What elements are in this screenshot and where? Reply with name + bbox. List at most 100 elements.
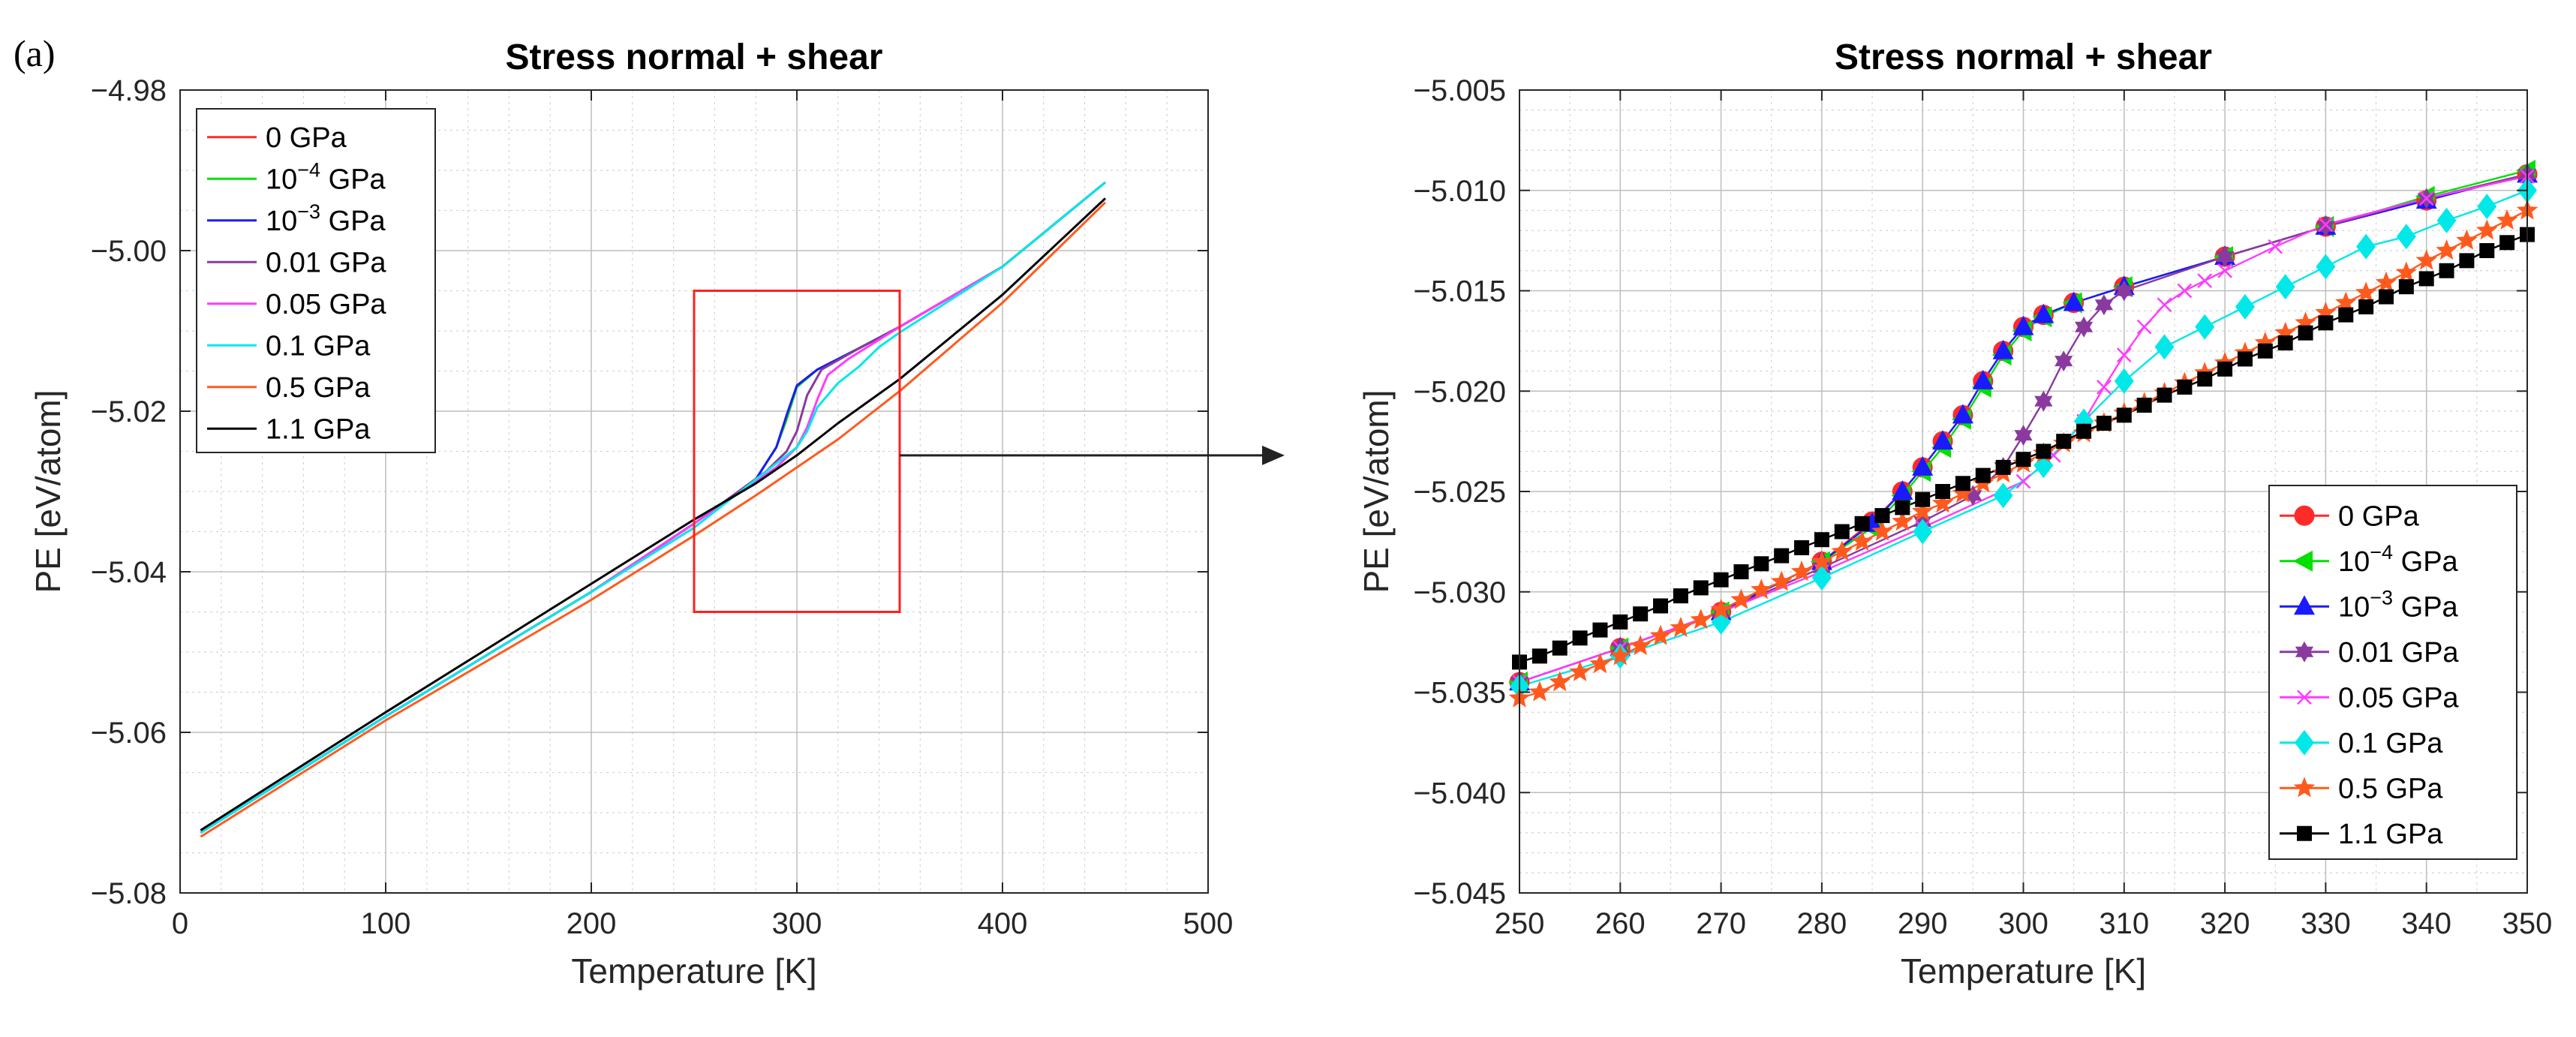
legend-label-main: 0.5 GPa [266,372,371,404]
y-tick-label: −5.040 [1414,777,1506,810]
data-point [2459,253,2475,269]
legend-entry: 10−3 GPa [207,200,386,237]
data-point [1992,339,2014,359]
legend-entry: 0 GPa [207,122,347,154]
data-point [1851,530,1873,551]
data-point [1952,482,1974,503]
data-point [2395,261,2418,282]
data-point [2439,263,2454,278]
data-point [2237,351,2253,367]
y-tick-label: −5.035 [1414,677,1506,710]
data-point [2197,371,2213,387]
data-point [1915,491,1931,507]
data-point [2115,280,2133,302]
legend-label-unit: GPa [320,164,386,195]
legend-entry: 0.1 GPa [207,330,371,362]
data-point [2477,194,2497,220]
y-tick-label: −5.06 [91,717,167,750]
data-point [2298,325,2313,341]
data-point [1993,482,2013,509]
legend-label: 0.01 GPa [2338,637,2459,669]
data-point [1710,598,1732,619]
legend-marker [2294,595,2315,615]
data-point [2316,215,2335,237]
data-point [1952,404,1973,424]
data-point [2356,233,2376,260]
y-tick-label: −4.98 [91,74,167,107]
legend-label-main: 0.5 GPa [2338,773,2443,804]
data-point [2114,368,2134,394]
data-point [1892,510,1913,531]
x-tick-label: 250 [1495,907,1545,940]
legend-marker [2293,550,2313,572]
data-point [1653,598,1669,614]
data-point [2056,434,2072,449]
data-point [2254,332,2277,353]
data-point [1693,580,1709,596]
data-point [2197,273,2213,289]
x-tick-label: 270 [1696,907,1746,940]
legend-label-main: 1.1 GPa [266,413,371,445]
data-point [2054,350,2073,372]
data-point [2436,239,2457,260]
data-point [2436,207,2457,233]
data-point [1751,579,1772,600]
y-tick-label: −5.08 [91,877,167,910]
data-point [2275,274,2295,300]
legend-label: 1.1 GPa [2338,819,2443,850]
legend-box [2268,485,2517,860]
data-point [2318,315,2334,331]
data-point [2358,299,2374,314]
legend-entry: 1.1 GPa [2280,819,2443,850]
data-point [2177,283,2193,299]
data-point [2277,335,2293,351]
data-point [1811,565,1832,591]
x-axis-label: Temperature [K] [1901,951,2146,990]
legend-label-main: 0.05 GPa [2338,682,2459,714]
data-point [1770,570,1793,591]
legend-label-main: 10 [266,164,297,195]
x-tick-label: 260 [1595,907,1646,940]
legend-label: 0 GPa [266,122,347,154]
legend-label: 0.5 GPa [2338,773,2443,804]
data-point [2235,293,2255,320]
legend-label-unit: GPa [320,206,386,237]
data-point [1592,622,1608,638]
data-point [2496,209,2518,230]
chart-right: 250 260 270 280 290 300 310 320 330 340 350 −5.045 −… [1357,38,2552,990]
legend-entry: 0 GPa [2280,500,2420,532]
data-point [2316,254,2336,280]
x-tick-label: 300 [1998,907,2048,940]
data-point [2476,219,2498,240]
legend-entry: 10−3 GPa [2280,586,2459,623]
legend-label-unit: GPa [2393,546,2458,578]
legend-label-unit: GPa [2393,591,2458,623]
legend-label-main: 10 [2338,546,2370,578]
data-point [1569,660,1591,681]
x-tick-label: 280 [1797,907,1847,940]
legend-label-main: 0.01 GPa [266,247,386,278]
data-point [1935,484,1951,499]
legend-entry: 0.1 GPa [2280,728,2443,759]
series-group [1508,160,2538,708]
data-point [2355,281,2377,302]
data-point [1633,606,1649,622]
data-point [2033,303,2054,323]
data-point [1531,648,1547,664]
data-point [1774,548,1790,564]
data-point [1931,492,1954,513]
legend-label-exponent: −3 [297,200,320,223]
legend-marker [2294,505,2315,526]
legend-label-exponent: −4 [297,158,320,181]
legend-label: 10−4 GPa [266,158,386,195]
y-tick-label: −5.025 [1414,476,1506,509]
x-tick-label: 290 [1898,907,1948,940]
data-point [2094,294,2114,316]
series-line-7 [200,197,1107,831]
x-axis-label: Temperature [K] [571,951,816,990]
data-point [2012,315,2034,335]
legend-label-main: 0 GPa [2338,500,2420,532]
data-point [2096,416,2112,431]
